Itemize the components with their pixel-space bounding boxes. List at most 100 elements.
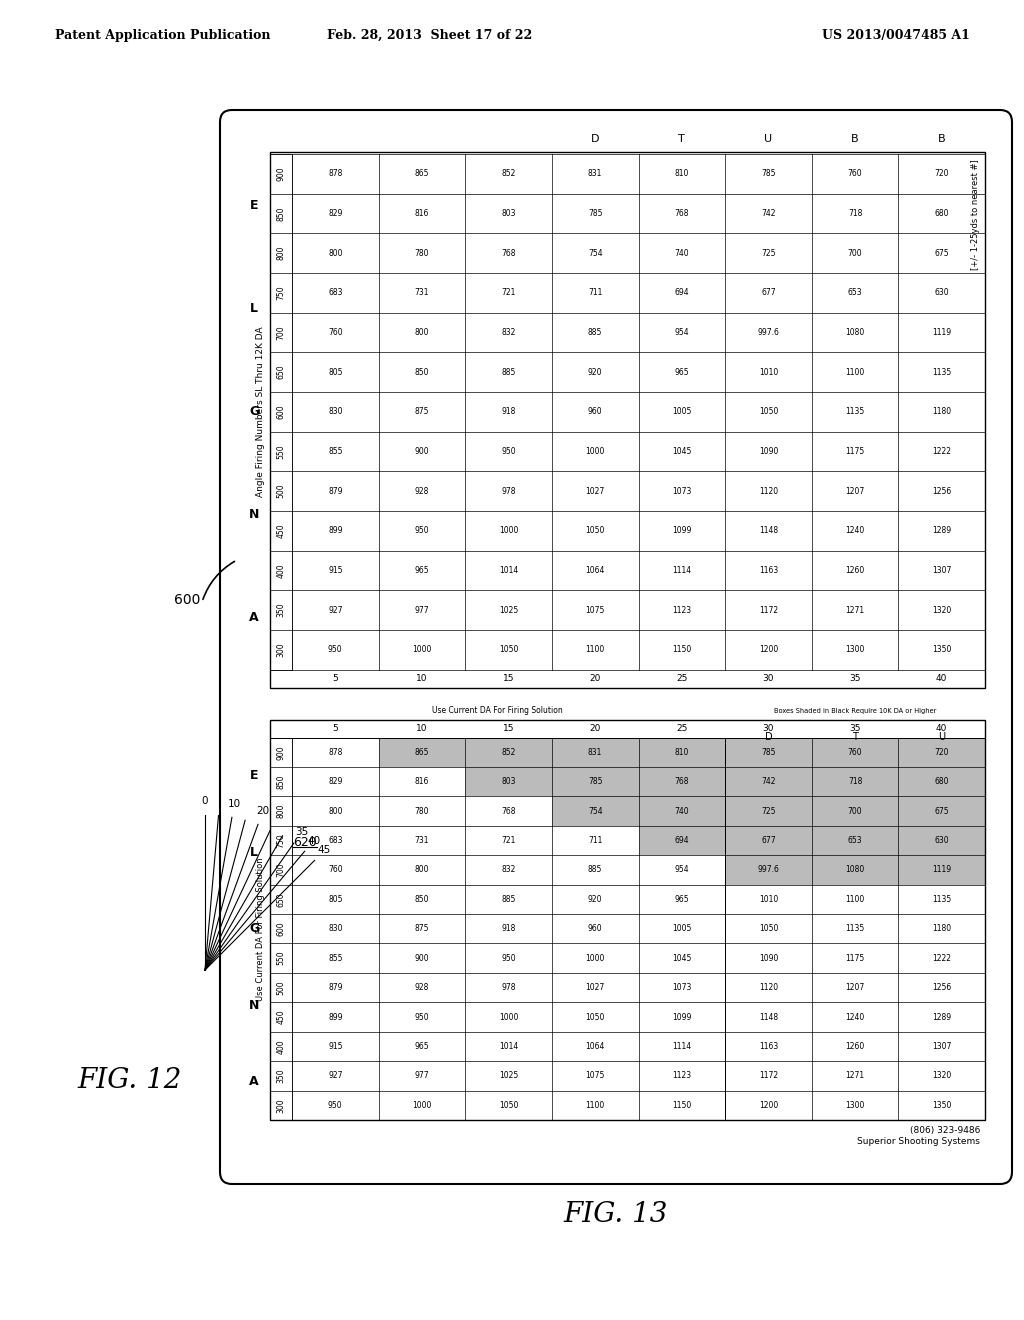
Text: 875: 875 — [415, 924, 429, 933]
Text: 1014: 1014 — [499, 1041, 518, 1051]
Bar — [465, 738, 552, 767]
Text: 500: 500 — [276, 981, 286, 995]
Text: 1045: 1045 — [672, 953, 691, 962]
Text: 720: 720 — [935, 169, 949, 178]
Text: 0: 0 — [202, 796, 208, 807]
Text: 10: 10 — [227, 799, 241, 809]
Text: 803: 803 — [502, 777, 516, 787]
Text: 800: 800 — [328, 248, 343, 257]
Text: 920: 920 — [588, 367, 602, 376]
Text: 754: 754 — [588, 807, 602, 816]
Text: 700: 700 — [276, 325, 286, 339]
Text: 760: 760 — [848, 169, 862, 178]
Text: 900: 900 — [415, 447, 429, 455]
Text: 950: 950 — [328, 645, 343, 655]
Bar — [898, 826, 985, 855]
Text: 1025: 1025 — [499, 606, 518, 615]
Text: 675: 675 — [934, 248, 949, 257]
Text: 800: 800 — [276, 804, 286, 818]
Text: 1064: 1064 — [586, 1041, 605, 1051]
Bar — [725, 796, 812, 826]
Text: 1050: 1050 — [499, 1101, 518, 1110]
Text: N: N — [249, 999, 259, 1011]
Text: 400: 400 — [276, 564, 286, 578]
Text: 1050: 1050 — [586, 527, 605, 535]
Text: 35: 35 — [295, 826, 308, 837]
Text: 600: 600 — [276, 921, 286, 936]
Text: 1025: 1025 — [499, 1072, 518, 1080]
Text: D: D — [765, 733, 772, 742]
Text: 1080: 1080 — [846, 866, 864, 874]
Text: 915: 915 — [328, 1041, 343, 1051]
Text: 785: 785 — [588, 209, 602, 218]
Text: 768: 768 — [675, 777, 689, 787]
Bar — [812, 767, 898, 796]
Text: 977: 977 — [415, 1072, 429, 1080]
Text: 1150: 1150 — [672, 645, 691, 655]
Text: 40: 40 — [936, 723, 947, 733]
Text: 450: 450 — [276, 1010, 286, 1024]
Text: 780: 780 — [415, 807, 429, 816]
Text: 754: 754 — [588, 248, 602, 257]
Text: 1289: 1289 — [932, 1012, 951, 1022]
Text: 1350: 1350 — [932, 1101, 951, 1110]
Text: 718: 718 — [848, 209, 862, 218]
Text: 977: 977 — [415, 606, 429, 615]
Text: 1100: 1100 — [846, 895, 864, 904]
Text: 1075: 1075 — [586, 1072, 605, 1080]
Text: 768: 768 — [675, 209, 689, 218]
Bar — [898, 855, 985, 884]
Text: G: G — [249, 923, 259, 936]
Bar — [725, 767, 812, 796]
Text: 850: 850 — [276, 206, 286, 220]
Text: Use Current DA For Firing Solution: Use Current DA For Firing Solution — [432, 706, 563, 715]
Text: 650: 650 — [276, 892, 286, 907]
Text: 725: 725 — [761, 248, 776, 257]
Text: 742: 742 — [761, 777, 776, 787]
Text: B: B — [851, 135, 859, 144]
Text: 810: 810 — [675, 747, 689, 756]
Text: 829: 829 — [328, 209, 342, 218]
Text: N: N — [249, 508, 259, 521]
Text: 300: 300 — [276, 1098, 286, 1113]
Bar — [465, 767, 552, 796]
Text: 950: 950 — [415, 1012, 429, 1022]
Text: 785: 785 — [761, 747, 776, 756]
Bar — [270, 738, 292, 1119]
Text: 927: 927 — [328, 606, 343, 615]
Text: 954: 954 — [675, 866, 689, 874]
Text: 927: 927 — [328, 1072, 343, 1080]
Text: 1207: 1207 — [846, 983, 864, 993]
Text: 1119: 1119 — [932, 866, 951, 874]
Text: 30: 30 — [763, 675, 774, 682]
Text: (806) 323-9486: (806) 323-9486 — [909, 1126, 980, 1134]
Text: E: E — [250, 770, 258, 783]
Text: FIG. 12: FIG. 12 — [78, 1067, 182, 1093]
Text: 965: 965 — [675, 895, 689, 904]
Text: 950: 950 — [415, 527, 429, 535]
Text: 1000: 1000 — [586, 953, 605, 962]
Text: 680: 680 — [935, 209, 949, 218]
Text: 1240: 1240 — [846, 1012, 864, 1022]
Text: 832: 832 — [502, 866, 516, 874]
Text: 653: 653 — [848, 288, 862, 297]
Text: 1172: 1172 — [759, 606, 778, 615]
Text: T: T — [852, 733, 858, 742]
Text: 1150: 1150 — [672, 1101, 691, 1110]
Text: 700: 700 — [848, 807, 862, 816]
Text: 831: 831 — [588, 747, 602, 756]
Text: 1119: 1119 — [932, 327, 951, 337]
Text: 1256: 1256 — [932, 983, 951, 993]
Text: G: G — [249, 405, 259, 418]
Text: 1050: 1050 — [759, 408, 778, 416]
Text: 878: 878 — [328, 169, 342, 178]
Text: 1207: 1207 — [846, 487, 864, 495]
Text: 20: 20 — [590, 675, 601, 682]
Text: 300: 300 — [276, 643, 286, 657]
Text: 805: 805 — [328, 367, 343, 376]
Text: 500: 500 — [276, 483, 286, 499]
Text: L: L — [250, 302, 258, 315]
Text: D: D — [591, 135, 599, 144]
Text: 885: 885 — [502, 895, 516, 904]
Text: 5: 5 — [333, 675, 338, 682]
